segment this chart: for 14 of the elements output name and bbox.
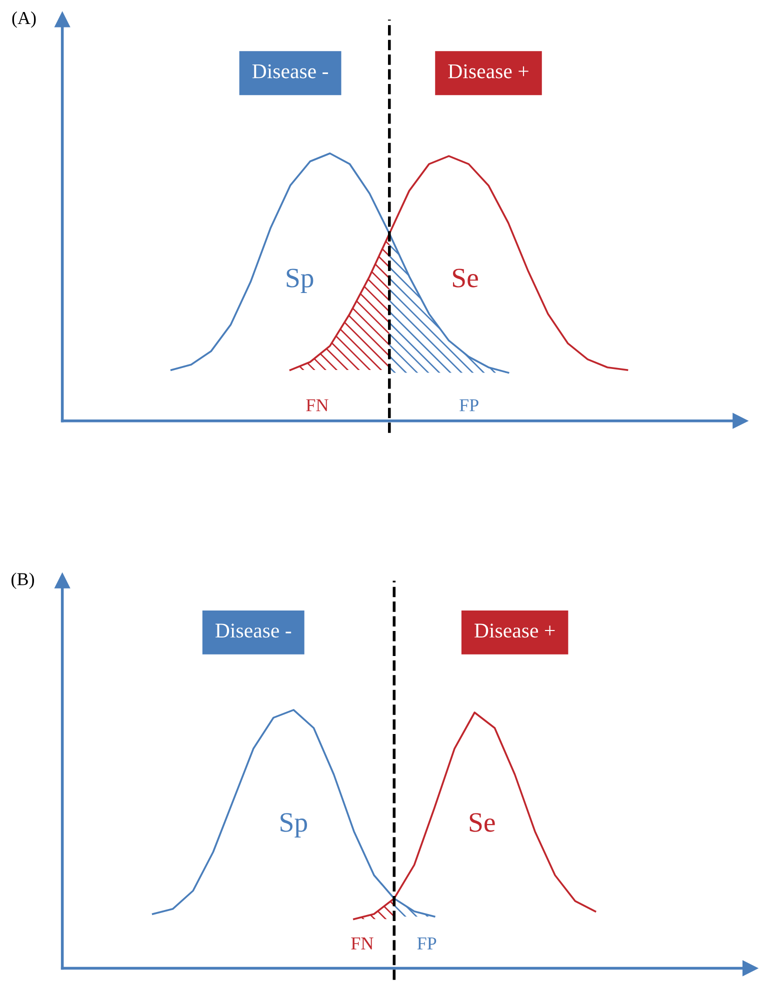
chart-title: (B) <box>12 572 34 589</box>
annotation: FP <box>417 938 436 950</box>
chart-title: (A) <box>12 11 36 28</box>
annotation: Sp <box>286 268 314 294</box>
text: Disease + <box>474 624 555 638</box>
annotation: FP <box>460 399 478 412</box>
annotation: Sp <box>280 813 308 838</box>
text: Disease - <box>216 624 292 638</box>
annotation: FN <box>351 938 374 950</box>
annotation: Se <box>452 268 478 288</box>
text: Disease + <box>448 64 528 78</box>
annotation: FN <box>306 399 328 412</box>
text: Disease - <box>252 64 328 78</box>
annotation: Se <box>470 813 495 832</box>
